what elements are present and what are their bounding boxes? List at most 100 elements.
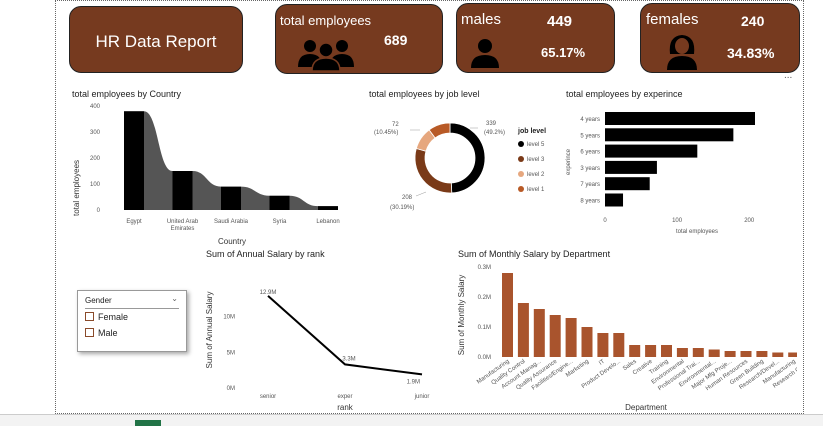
page-tab[interactable] [135, 420, 161, 426]
country-xtick: United Arab [167, 219, 199, 225]
level-label-339-pct: (49.2%) [484, 130, 505, 136]
country-xtick: Lebanon [316, 219, 339, 225]
checkbox-female[interactable] [85, 312, 94, 321]
males-value: 449 [547, 13, 573, 30]
country-ytick: 0 [97, 208, 101, 214]
dept-bar [597, 333, 609, 357]
dept-bar [740, 351, 752, 357]
dept-ytick: 0.1M [478, 325, 491, 331]
level-slice [449, 122, 486, 194]
total-employees-value: 689 [384, 32, 408, 48]
dept-bar [788, 352, 797, 357]
exp-bar [605, 144, 698, 158]
dept-bar [676, 348, 688, 357]
female-icon [665, 32, 699, 70]
level-label-208: 208 [402, 195, 413, 201]
country-ytick: 400 [90, 104, 101, 110]
rank-xtick: senior [260, 394, 276, 400]
dept-ytick: 0.3M [478, 265, 491, 271]
slicer-option-female-label: Female [98, 312, 129, 322]
females-card: females 240 34.83% [640, 3, 800, 73]
country-ylabel: total employees [72, 160, 81, 216]
males-label: males [461, 11, 502, 28]
dept-bar [708, 349, 720, 357]
rank-xtick: exper [337, 394, 352, 400]
exp-ylabel: experince [566, 148, 572, 175]
dept-bar [692, 348, 704, 357]
country-bar [172, 171, 193, 210]
rank-xtick: junior [414, 394, 430, 400]
dept-chart-title: Sum of Monthly Salary by Department [458, 249, 611, 259]
exp-ytick: 3 years [580, 166, 600, 172]
dept-ytick: 0.2M [478, 295, 491, 301]
exp-bar [605, 128, 734, 142]
exp-ytick: 7 years [580, 182, 600, 188]
rank-line [267, 295, 423, 376]
level-legend-item: level 5 [527, 142, 545, 148]
country-xtick: Saudi Arabia [214, 219, 249, 225]
rank-ytick: 10M [223, 315, 235, 321]
dept-bar [661, 345, 672, 357]
exp-bar [605, 177, 650, 191]
level-label-339: 339 [486, 121, 497, 127]
rank-ylabel: Sum of Annual Salary [205, 292, 214, 369]
country-ytick: 300 [90, 130, 101, 136]
rank-data-label: 12.9M [260, 290, 277, 296]
level-legend-title: job level [517, 128, 546, 135]
dept-bar [629, 345, 641, 357]
level-legend-dot [518, 186, 524, 192]
exp-ytick: 4 years [580, 117, 600, 123]
level-legend-dot [518, 156, 524, 162]
dept-bar [565, 318, 577, 357]
dept-bar [581, 327, 593, 357]
country-xlabel: Country [218, 237, 246, 246]
level-slice [428, 122, 451, 139]
total-employees-label: total employees [280, 13, 372, 28]
country-bar [221, 186, 241, 210]
exp-bar [605, 112, 755, 125]
chevron-down-icon[interactable]: ⌄ [171, 294, 178, 303]
male-icon [469, 37, 501, 69]
rank-data-label: 3.3M [342, 356, 355, 362]
level-chart-title: total employees by job level [369, 89, 480, 99]
dept-ylabel: Sum of Monthly Salary [457, 275, 466, 355]
exp-xtick: 200 [744, 218, 755, 224]
level-label-208-pct: (30.19%) [390, 205, 414, 211]
rank-chart: 0M 5M 10M 12.9M senior 3.3M exper 1.9M junior Su… [205, 290, 430, 412]
slicer-option-male[interactable]: Male [85, 328, 118, 338]
checkbox-male[interactable] [85, 328, 94, 337]
females-value: 240 [741, 13, 765, 29]
more-options-icon[interactable]: ... [784, 70, 793, 81]
dept-bar [756, 351, 768, 357]
level-slice [414, 147, 453, 194]
females-pct: 34.83% [727, 45, 775, 61]
dept-xlabel: Department [625, 403, 668, 412]
level-legend-item: level 1 [527, 187, 545, 193]
dept-bar [613, 333, 625, 357]
gender-slicer[interactable]: Gender ⌄ Female Male [77, 290, 187, 352]
exp-ytick: 8 years [580, 199, 600, 205]
rank-xlabel: rank [337, 403, 354, 412]
people-icon [296, 37, 356, 72]
country-chart-title: total employees by Country [72, 89, 182, 99]
exp-bar [605, 160, 657, 174]
exp-xtick: 100 [672, 218, 683, 224]
exp-ytick: 5 years [580, 133, 600, 139]
country-xtick: Egypt [126, 219, 142, 225]
slicer-option-female[interactable]: Female [85, 312, 128, 322]
country-xtick: Syria [273, 219, 287, 225]
report-canvas [55, 0, 804, 414]
exp-chart-title: total employees by experince [566, 89, 683, 99]
status-bar [0, 414, 823, 426]
dept-bar [517, 303, 529, 357]
country-ribbon [192, 171, 221, 210]
dept-xtick: IT [598, 359, 606, 367]
country-xtick: Emirates [171, 226, 195, 232]
level-legend-item: level 3 [527, 157, 545, 163]
country-ribbon [144, 111, 173, 210]
country-bar [318, 206, 338, 210]
females-label: females [646, 11, 699, 28]
exp-xtick: 0 [603, 218, 607, 224]
report-title: HR Data Report [95, 32, 217, 51]
